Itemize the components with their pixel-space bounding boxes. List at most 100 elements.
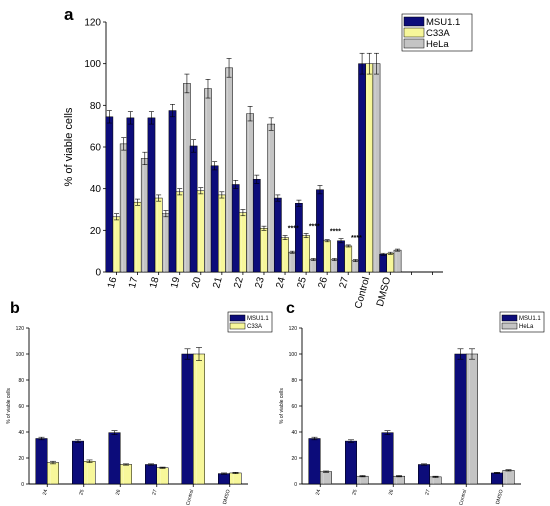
x-tick-label: 17 [127,276,141,290]
y-tick-label: 20 [291,456,297,462]
y-tick-label: 120 [84,18,101,29]
x-tick-label: 26 [388,489,395,496]
bar [72,440,84,485]
bar [189,145,198,273]
bar [281,237,289,273]
x-tick-label: 21 [211,276,225,290]
bar [393,475,405,485]
bar [175,191,184,273]
x-tick-label: Control [185,489,195,506]
legend-label: MSU1.1 [519,316,541,322]
bar [323,240,332,273]
bar [239,212,247,273]
bar [454,353,467,485]
bar [156,467,169,485]
significance-annotation: **** [351,235,362,242]
bar [246,113,254,273]
bar [204,88,212,273]
legend-swatch [403,38,425,49]
x-tick-label: 23 [253,276,267,290]
legend-label: C33A [247,324,262,330]
x-tick-label: DMSO [375,276,393,308]
bar [295,203,303,273]
x-tick-label: 19 [169,276,183,290]
bar [154,197,163,273]
y-tick-label: 20 [90,226,102,237]
panel-letter: b [10,300,20,317]
bar [386,253,395,273]
bar [393,249,402,273]
legend-label: HeLa [426,39,449,50]
bar [308,438,321,485]
bar [267,123,276,273]
x-tick-label: 20 [190,276,204,290]
x-tick-label: DMSO [495,489,505,505]
bar [288,251,297,273]
bar [418,464,430,485]
y-tick-label: 100 [289,352,298,358]
x-tick-label: 24 [315,489,322,496]
legend-swatch [403,16,425,27]
bar [351,260,360,273]
x-tick-label: 27 [151,489,158,496]
x-tick-label: 27 [338,276,352,290]
bar [35,438,48,485]
bar [145,464,157,485]
y-tick-label: 80 [18,378,24,384]
y-tick-label: 80 [90,101,102,112]
x-tick-label: Control [458,489,468,506]
bar [105,116,114,273]
y-tick-label: 80 [291,378,297,384]
significance-annotation: **** [309,223,320,230]
bar [344,245,353,273]
bar [210,165,219,273]
chart-panel-c: c 0 20 40 60 80 100 120 % of viable cells 24 25 26 2… [279,300,545,506]
bar [316,189,324,273]
y-tick-label: 40 [18,430,24,436]
chart-panel-a: a 0 20 40 60 80 100 120 % of viable cells 16 17 18 1… [63,5,473,310]
bar [218,473,230,485]
chart-panel-b: b 0 20 40 60 80 100 120 % of viable cells 24 25 26 2… [6,300,273,506]
bar [491,472,503,485]
y-tick-label: 60 [18,404,24,410]
x-tick-label: 26 [317,276,331,290]
bar [372,63,381,273]
y-tick-label: 100 [16,352,25,358]
significance-annotation: **** [288,225,299,232]
legend-label: MSU1.1 [247,316,269,322]
legend-swatch [229,314,246,322]
bar [108,432,121,485]
bar [381,432,394,485]
y-tick-label: 0 [294,482,297,488]
x-tick-label: 24 [42,489,49,496]
legend-label: MSU1.1 [426,17,460,28]
bar [183,83,191,273]
bar [231,184,240,273]
legend-swatch [403,27,425,38]
x-tick-label: 26 [115,489,122,496]
legend-label: HeLa [519,324,534,330]
bar [120,464,132,485]
bar [229,472,242,485]
bar [309,259,318,273]
x-tick-label: DMSO [222,489,232,505]
y-axis-label: % of viable cells [63,107,75,186]
bar [273,197,282,273]
bar [502,470,515,485]
bar [119,143,128,273]
legend-label: C33A [426,28,450,39]
significance-annotation: **** [330,229,341,236]
panel-letter: a [64,5,74,24]
y-axis-label: % of viable cells [6,388,12,424]
bar [126,117,135,273]
bar [193,353,205,485]
y-tick-label: 0 [21,482,24,488]
bar [320,471,332,485]
x-tick-label: 24 [274,276,288,290]
y-tick-label: 60 [90,143,102,154]
y-axis-label: % of viable cells [279,388,285,424]
bar [466,353,478,485]
bar [217,194,226,273]
x-tick-label: 25 [351,489,358,496]
bar [196,190,205,273]
